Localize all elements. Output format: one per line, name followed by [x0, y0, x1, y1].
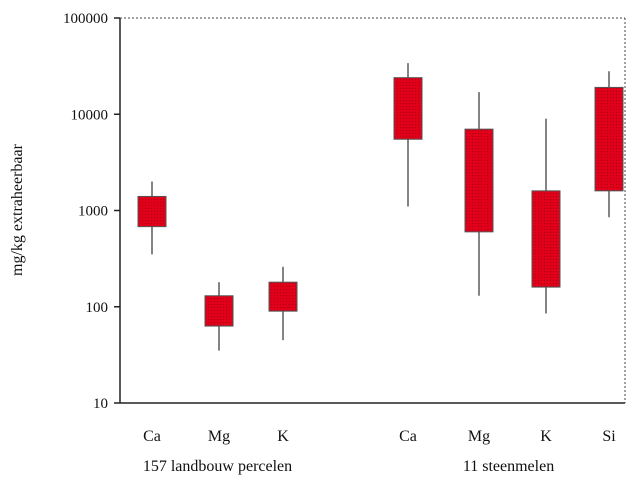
box [205, 296, 233, 326]
box [269, 282, 297, 311]
category-label: Si [602, 428, 616, 445]
group-label: 11 steenmelen [463, 458, 554, 475]
y-tick-label: 1000 [78, 204, 108, 220]
box [465, 129, 493, 232]
y-tick-label: 100 [86, 300, 109, 316]
group-label: 157 landbouw percelen [143, 458, 292, 475]
y-tick-label: 10 [93, 396, 108, 412]
box [394, 78, 422, 140]
category-label: Ca [399, 428, 417, 445]
category-label: Mg [208, 428, 230, 445]
box [138, 196, 166, 226]
category-label: K [277, 428, 289, 445]
box [532, 191, 560, 287]
category-label: Ca [143, 428, 161, 445]
category-label: K [540, 428, 552, 445]
x-axis-labels: Ca Mg K 157 landbouw percelen Ca Mg K Si 11 stee… [143, 428, 616, 475]
box [595, 87, 623, 190]
y-axis-title: mg/kg extraheerbaar [9, 143, 26, 276]
y-axis: 10 100 1000 10000 100000 [63, 11, 120, 412]
y-tick-label: 10000 [71, 107, 109, 123]
y-tick-label: 100000 [63, 11, 108, 27]
box-plot-marks [138, 63, 623, 351]
category-label: Mg [468, 428, 490, 445]
